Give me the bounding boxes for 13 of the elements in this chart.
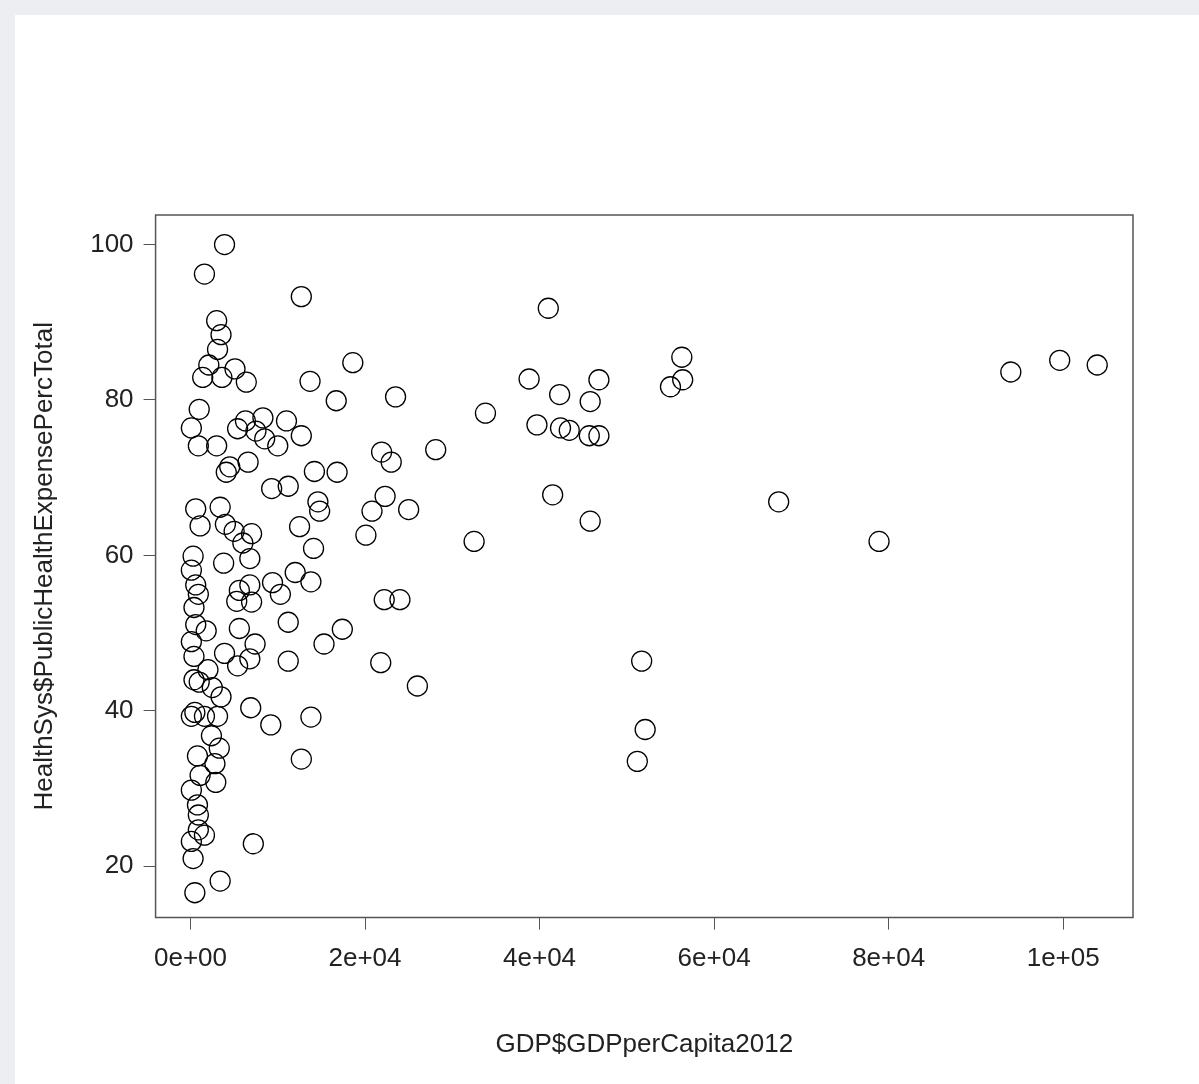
x-tick-label: 1e+05 xyxy=(1026,942,1100,973)
y-tick-label: 20 xyxy=(104,849,134,880)
y-tick-label: 80 xyxy=(104,383,134,414)
x-tick-label: 6e+04 xyxy=(677,942,751,973)
x-tick-label: 8e+04 xyxy=(852,942,926,973)
x-axis-title: GDP$GDPperCapita2012 xyxy=(495,1027,794,1058)
x-tick-label: 4e+04 xyxy=(503,942,577,973)
y-tick-label: 100 xyxy=(90,227,134,258)
y-tick-label: 40 xyxy=(104,694,134,725)
x-tick-label: 2e+04 xyxy=(328,942,402,973)
y-axis-title: HealthSys$PublicHealthExpensePercTotal xyxy=(27,322,58,811)
y-tick-label: 60 xyxy=(104,538,134,569)
x-tick-label: 0e+00 xyxy=(153,942,227,973)
